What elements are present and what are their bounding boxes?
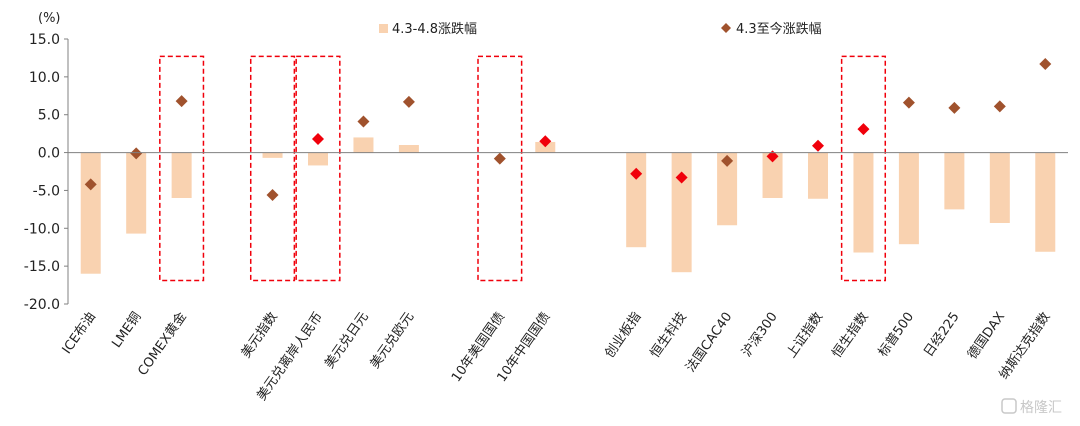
diamond-恒生指数 xyxy=(857,123,870,136)
watermark-logo-icon xyxy=(1001,398,1017,414)
y-tick-label: 5.0 xyxy=(38,108,60,124)
bar-series xyxy=(80,137,1056,274)
bar-美元指数 xyxy=(262,152,283,158)
y-tick-label: -10.0 xyxy=(24,221,60,237)
bar-纳斯达克指数 xyxy=(1035,152,1056,252)
diamond-沪深300 xyxy=(766,150,779,163)
watermark-text: 格隆汇 xyxy=(1020,400,1062,416)
highlight-box-10年美国国债 xyxy=(477,55,523,282)
x-tick-label-美元兑欧元: 美元兑欧元 xyxy=(368,310,418,372)
highlight-box-美元指数 xyxy=(249,55,296,282)
bar-法国CAC40 xyxy=(717,152,738,226)
bar-创业板指 xyxy=(626,152,647,248)
bar-COMEX黄金 xyxy=(171,152,192,198)
bar-美元兑日元 xyxy=(353,137,374,153)
y-tick-label: 0.0 xyxy=(38,146,60,162)
bar-LME铜 xyxy=(126,152,147,234)
bar-恒生科技 xyxy=(671,152,692,273)
y-tick-label: 10.0 xyxy=(29,70,60,86)
x-tick-label-法国CAC40: 法国CAC40 xyxy=(683,310,735,375)
diamond-美元指数 xyxy=(266,188,279,201)
diamond-ICE布油 xyxy=(84,178,97,191)
diamond-美元兑离岸人民币 xyxy=(312,132,324,145)
legend-swatch-bar xyxy=(379,24,388,33)
y-tick-label: -5.0 xyxy=(33,183,60,199)
diamond-德国DAX xyxy=(993,100,1006,113)
diamond-美元兑欧元 xyxy=(402,95,415,108)
highlight-box-美元兑离岸人民币 xyxy=(295,55,341,282)
highlight-box-恒生指数 xyxy=(840,55,887,282)
bar-美元兑欧元 xyxy=(398,145,419,153)
legend-label-diamond: 4.3至今涨跌幅 xyxy=(736,21,822,37)
diamond-标普500 xyxy=(902,96,915,109)
x-tick-label-恒生指数: 恒生指数 xyxy=(830,310,872,361)
x-tick-label-ICE布油: ICE布油 xyxy=(60,310,99,357)
x-tick-label-创业板指: 创业板指 xyxy=(602,310,644,361)
watermark: 格隆汇 xyxy=(1001,398,1062,416)
bar-德国DAX xyxy=(989,152,1010,223)
legend-label-bar: 4.3-4.8涨跌幅 xyxy=(392,21,477,37)
y-axis: 15.0 10.0 5.0 0.0 -5.0 -10.0 -15.0 -20.0 xyxy=(24,32,69,313)
bar-美元兑离岸人民币 xyxy=(308,152,328,166)
diamond-LME铜 xyxy=(130,147,143,160)
bar-ICE布油 xyxy=(80,152,101,274)
x-tick-label-上证指数: 上证指数 xyxy=(784,310,826,361)
bar-10年中国国债 xyxy=(535,141,556,153)
diamond-法国CAC40 xyxy=(721,154,734,167)
y-tick-label: 15.0 xyxy=(29,32,60,48)
diamond-创业板指 xyxy=(630,167,643,180)
highlight-box-COMEX黄金 xyxy=(159,55,205,282)
highlight-boxes xyxy=(159,55,887,282)
x-tick-label-德国DAX: 德国DAX xyxy=(965,310,1008,363)
diamond-series xyxy=(84,57,1052,201)
diamond-纳斯达克指数 xyxy=(1039,57,1052,70)
x-tick-label-LME铜: LME铜 xyxy=(109,310,144,351)
bar-恒生指数 xyxy=(853,152,874,253)
y-axis-unit: (%) xyxy=(38,11,61,26)
diamond-COMEX黄金 xyxy=(175,95,188,108)
diamond-上证指数 xyxy=(812,139,824,152)
x-tick-label-标普500: 标普500 xyxy=(876,310,917,360)
bar-沪深300 xyxy=(762,152,783,198)
diamond-美元兑日元 xyxy=(357,115,370,128)
legend: 4.3-4.8涨跌幅 4.3至今涨跌幅 xyxy=(379,21,822,37)
x-tick-label-沪深300: 沪深300 xyxy=(739,309,781,360)
bar-日经225 xyxy=(944,152,965,210)
y-tick-label: -15.0 xyxy=(24,259,60,275)
legend-swatch-diamond xyxy=(721,23,731,33)
x-tick-label-恒生科技: 恒生科技 xyxy=(648,310,690,361)
x-tick-label-美元指数: 美元指数 xyxy=(239,310,281,361)
bar-上证指数 xyxy=(808,152,828,199)
bar-标普500 xyxy=(898,152,919,245)
diamond-10年中国国债 xyxy=(539,135,552,148)
x-tick-label-日经225: 日经225 xyxy=(921,310,962,360)
y-tick-label: -20.0 xyxy=(24,297,60,313)
diamond-恒生科技 xyxy=(675,171,688,184)
diamond-日经225 xyxy=(948,101,961,114)
x-tick-label-美元兑日元: 美元兑日元 xyxy=(322,310,372,372)
diamond-10年美国国债 xyxy=(493,152,506,165)
